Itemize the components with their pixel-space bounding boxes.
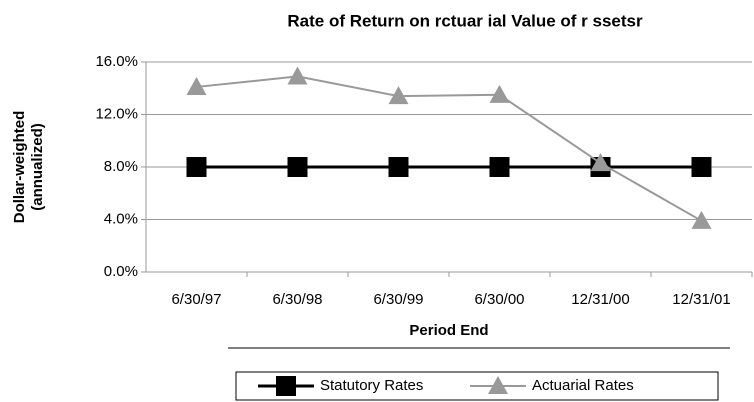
data-point <box>691 210 712 229</box>
chart-title: Rate of Return on rctuar ial Value of r … <box>287 11 643 30</box>
y-axis-label-line: (annualized) <box>29 123 46 211</box>
data-point <box>186 157 207 177</box>
y-axis-label: Dollar-weighted (annualized) <box>11 111 46 224</box>
data-point <box>590 153 611 172</box>
x-tick-label: 12/31/01 <box>672 291 730 308</box>
data-point <box>186 76 207 95</box>
x-tick-label: 6/30/00 <box>474 291 524 308</box>
x-tick-label: 6/30/97 <box>171 291 221 308</box>
y-tick-label: 8.0% <box>104 158 138 175</box>
y-tick-label: 0.0% <box>104 263 138 280</box>
data-point <box>388 86 409 105</box>
data-point <box>287 66 308 85</box>
y-axis-label-line: Dollar-weighted <box>11 111 28 224</box>
x-tick-label: 6/30/99 <box>373 291 423 308</box>
legend-label: Actuarial Rates <box>532 377 634 394</box>
data-point <box>489 84 510 103</box>
y-tick-label: 16.0% <box>95 53 138 70</box>
x-tick-label: 6/30/98 <box>272 291 322 308</box>
y-tick-label: 4.0% <box>104 210 138 227</box>
y-tick-label: 12.0% <box>95 105 138 122</box>
legend-label: Statutory Rates <box>320 377 423 394</box>
data-point <box>489 157 510 177</box>
legend-marker <box>488 376 508 394</box>
legend-marker <box>276 376 296 396</box>
x-tick-label: 12/31/00 <box>571 291 629 308</box>
data-point <box>691 157 712 177</box>
data-point <box>287 157 308 177</box>
x-axis-label: Period End <box>409 322 488 339</box>
data-point <box>388 157 409 177</box>
series-line <box>196 75 702 222</box>
